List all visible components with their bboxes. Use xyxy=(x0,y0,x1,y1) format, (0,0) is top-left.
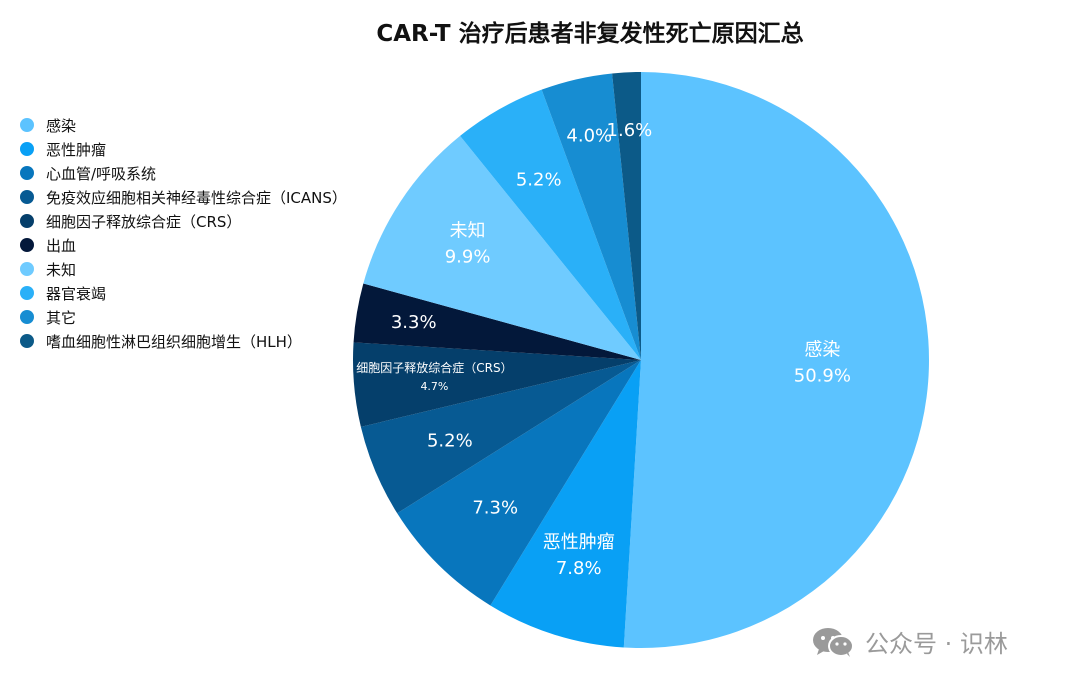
chart-title: CAR-T 治疗后患者非复发性死亡原因汇总 xyxy=(376,21,804,47)
legend-label: 心血管/呼吸系统 xyxy=(46,164,157,183)
legend-swatch xyxy=(20,142,34,156)
legend-item: 其它 xyxy=(20,305,347,329)
watermark-text: 公众号 · 识林 xyxy=(865,630,1008,658)
slice-value-label: 9.9% xyxy=(445,246,491,267)
legend-swatch xyxy=(20,118,34,132)
slice-name-label: 细胞因子释放综合症（CRS） xyxy=(356,360,512,375)
legend-swatch xyxy=(20,190,34,204)
legend-label: 其它 xyxy=(46,308,77,327)
pie-slice xyxy=(360,360,641,514)
legend-swatch xyxy=(20,166,34,180)
legend: 感染恶性肿瘤心血管/呼吸系统免疫效应细胞相关神经毒性综合症（ICANS） 细胞因子… xyxy=(20,113,347,353)
legend-swatch xyxy=(20,286,34,300)
pie-slice xyxy=(460,89,641,360)
pie-slice xyxy=(397,360,641,606)
watermark: 公众号 · 识林 xyxy=(811,624,1008,659)
legend-label: 细胞因子释放综合症（CRS） xyxy=(46,212,242,231)
slice-value-label: 7.3% xyxy=(472,497,518,518)
pie-slice xyxy=(623,72,929,648)
slice-name-label: 未知 xyxy=(450,220,486,241)
slice-value-label: 7.8% xyxy=(556,558,602,579)
slice-name-label: 恶性肿瘤 xyxy=(543,532,615,553)
slice-value-label: 5.2% xyxy=(516,170,562,191)
slice-value-label: 1.6% xyxy=(607,120,653,141)
legend-swatch xyxy=(20,214,34,228)
legend-label: 恶性肿瘤 xyxy=(46,140,107,159)
legend-label: 未知 xyxy=(46,260,77,279)
slice-name-label: 感染 xyxy=(804,339,840,360)
slice-value-label: 4.7% xyxy=(420,380,448,393)
slice-value-label: 5.2% xyxy=(427,430,473,451)
legend-item: 免疫效应细胞相关神经毒性综合症（ICANS） xyxy=(20,185,347,209)
pie-labels: 感染 50.9% 恶性肿瘤 7.8% 7.3% 5.2% 细胞因子释放综合症（CRS） 4.7… xyxy=(356,120,851,579)
wechat-icon xyxy=(813,627,854,657)
slice-value-label: 3.3% xyxy=(391,312,437,333)
legend-item: 未知 xyxy=(20,257,347,281)
legend-swatch xyxy=(20,310,34,324)
pie-slice xyxy=(612,72,641,360)
pie-slice xyxy=(353,342,641,427)
legend-swatch xyxy=(20,334,34,348)
legend-item: 出血 xyxy=(20,233,347,257)
pie-slice xyxy=(353,283,641,360)
legend-label: 感染 xyxy=(46,116,77,135)
legend-label: 出血 xyxy=(46,236,77,255)
legend-item: 感染 xyxy=(20,113,347,137)
pie-slices xyxy=(353,72,929,648)
legend-label: 器官衰竭 xyxy=(46,284,107,303)
pie-slice xyxy=(363,135,641,360)
legend-swatch xyxy=(20,262,34,276)
pie-slice xyxy=(541,73,641,360)
pie-slice xyxy=(490,360,641,648)
slice-value-label: 4.0% xyxy=(566,125,612,146)
legend-label: 嗜血细胞性淋巴组织细胞增生（HLH） xyxy=(46,332,302,351)
legend-item: 心血管/呼吸系统 xyxy=(20,161,347,185)
legend-item: 恶性肿瘤 xyxy=(20,137,347,161)
legend-item: 器官衰竭 xyxy=(20,281,347,305)
legend-label: 免疫效应细胞相关神经毒性综合症（ICANS） xyxy=(46,188,347,207)
legend-item: 嗜血细胞性淋巴组织细胞增生（HLH） xyxy=(20,329,347,353)
slice-value-label: 50.9% xyxy=(794,365,851,386)
legend-item: 细胞因子释放综合症（CRS） xyxy=(20,209,347,233)
legend-swatch xyxy=(20,238,34,252)
